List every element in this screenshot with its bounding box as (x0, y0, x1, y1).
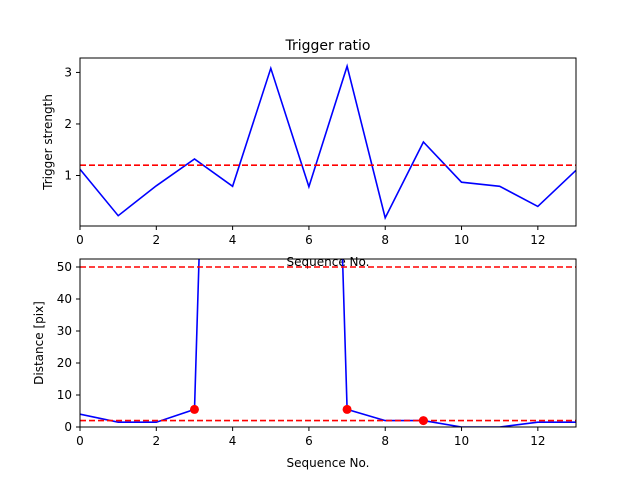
y-tick-label: 50 (57, 260, 72, 274)
data-point-marker (189, 404, 199, 414)
y-tick-label: 2 (64, 117, 72, 131)
data-point-marker (418, 416, 428, 426)
data-point-marker (342, 404, 352, 414)
x-tick-label: 2 (152, 233, 160, 247)
tick-layer: 0 2 4 6 8 10 12 0 10 20 30 40 50 (57, 260, 546, 448)
chart-title: Trigger ratio (284, 38, 370, 54)
x-tick-label: 12 (530, 434, 545, 448)
plot-area (80, 259, 576, 427)
axes-frame (79, 258, 577, 428)
x-tick-label: 8 (381, 233, 389, 247)
x-tick-label: 0 (76, 233, 84, 247)
x-tick-label: 6 (305, 434, 313, 448)
x-tick-label: 8 (381, 434, 389, 448)
x-tick-label: 4 (229, 233, 237, 247)
y-tick-label: 40 (57, 292, 72, 306)
x-tick-label: 2 (152, 434, 160, 448)
y-tick-label: 1 (64, 168, 72, 182)
x-tick-label: 4 (229, 434, 237, 448)
distance-panel: 0 2 4 6 8 10 12 0 10 20 30 40 50 Distance [pix] Sequ… (32, 258, 577, 470)
y-tick-label: 20 (57, 356, 72, 370)
x-tick-label: 0 (76, 434, 84, 448)
y-tick-label: 30 (57, 324, 72, 338)
y-axis-label: Trigger strength (41, 94, 55, 191)
y-tick-label: 3 (64, 65, 72, 79)
x-tick-label: 10 (454, 434, 469, 448)
series-line (80, 63, 576, 221)
axes-frame (79, 57, 577, 227)
x-tick-label: 12 (530, 233, 545, 247)
y-tick-label: 10 (57, 388, 72, 402)
y-axis-label: Distance [pix] (32, 301, 46, 385)
x-axis-label: Sequence No. (287, 456, 370, 470)
x-tick-label: 6 (305, 233, 313, 247)
plot-area (80, 63, 576, 221)
y-tick-label: 0 (64, 420, 72, 434)
x-tick-label: 10 (454, 233, 469, 247)
